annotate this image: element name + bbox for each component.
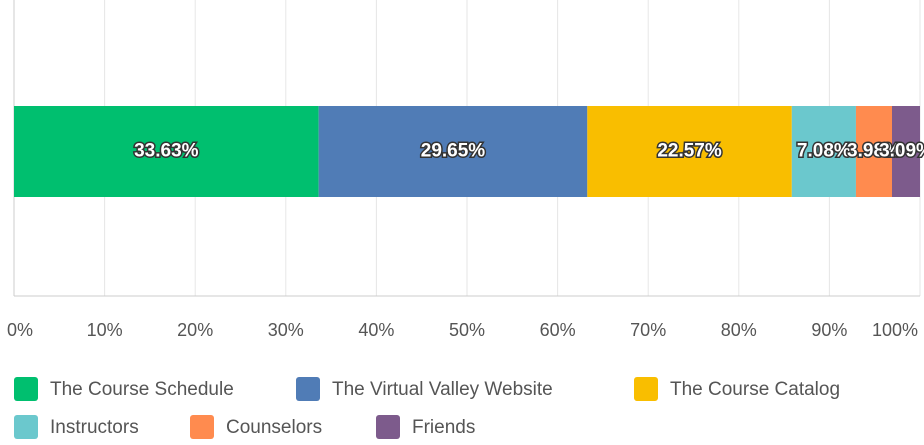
x-tick-label: 20%	[177, 320, 213, 340]
data-label: 3.98%	[847, 141, 901, 162]
data-label: 3.09%	[879, 141, 924, 162]
legend-swatch	[296, 377, 320, 401]
legend-swatch	[634, 377, 658, 401]
x-tick-label: 40%	[358, 320, 394, 340]
x-tick-label: 50%	[449, 320, 485, 340]
data-label: 33.63%	[134, 141, 199, 162]
bar-segment	[892, 106, 920, 197]
legend-swatch	[14, 415, 38, 439]
x-tick-label: 80%	[721, 320, 757, 340]
bar-segment	[14, 106, 319, 197]
bar-segment	[791, 106, 856, 197]
x-tick-label: 30%	[268, 320, 304, 340]
data-label: 29.65%	[421, 141, 486, 162]
x-tick-label: 10%	[87, 320, 123, 340]
x-tick-label: 60%	[540, 320, 576, 340]
legend-swatch	[14, 377, 38, 401]
bar-segment	[855, 106, 893, 197]
legend-swatch	[376, 415, 400, 439]
bar-segment	[318, 106, 588, 197]
legend-swatch	[190, 415, 214, 439]
x-tick-label: 90%	[811, 320, 847, 340]
legend-label: The Course Schedule	[50, 379, 234, 400]
data-label: 22.57%	[657, 141, 722, 162]
legend-label: Instructors	[50, 417, 139, 438]
x-tick-label: 100%	[872, 320, 918, 340]
legend-label: Counselors	[226, 417, 322, 438]
x-tick-label: 0%	[7, 320, 33, 340]
x-tick-label: 70%	[630, 320, 666, 340]
data-label: 7.08%	[797, 141, 851, 162]
bar-segment	[587, 106, 792, 197]
legend-label: The Course Catalog	[670, 379, 840, 400]
legend-label: The Virtual Valley Website	[332, 379, 553, 400]
legend-label: Friends	[412, 417, 475, 438]
